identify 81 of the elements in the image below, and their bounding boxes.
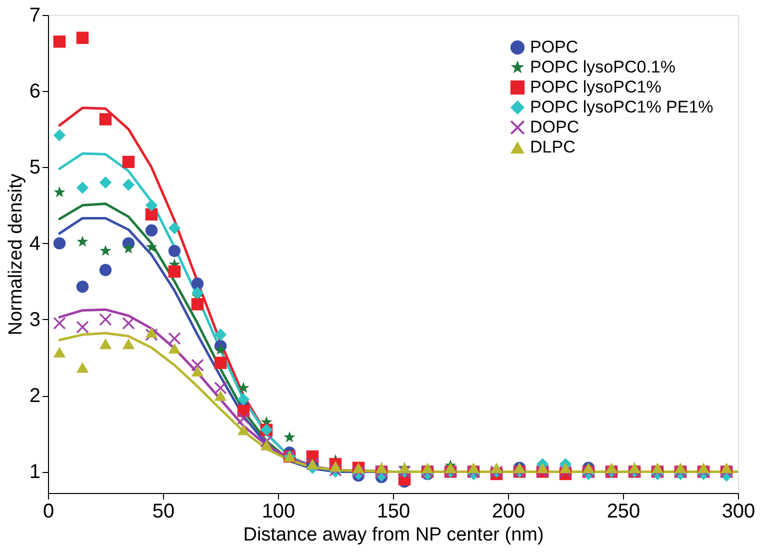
point — [168, 265, 181, 278]
point — [99, 313, 112, 326]
point — [146, 241, 158, 252]
point — [99, 264, 112, 276]
point — [191, 366, 204, 377]
point — [284, 431, 296, 442]
y-tick-label: 6 — [29, 80, 40, 103]
point — [329, 461, 342, 472]
point — [99, 113, 112, 126]
point — [99, 338, 112, 350]
point — [674, 462, 687, 474]
legend-label: DOPC — [530, 118, 580, 136]
x-tick-label: 250 — [606, 500, 640, 522]
point — [76, 236, 88, 247]
point — [54, 186, 66, 198]
point — [168, 244, 181, 258]
point — [260, 440, 273, 450]
legend-label: DLPC — [530, 138, 576, 156]
point — [145, 208, 158, 221]
point — [53, 36, 66, 48]
x-axis-title: Distance away from NP center (nm) — [243, 524, 544, 546]
point — [191, 359, 204, 372]
point — [100, 244, 112, 256]
point — [605, 462, 618, 474]
point — [145, 327, 158, 338]
legend-label: POPC lysoPC1% PE1% — [530, 98, 714, 116]
point — [237, 424, 250, 436]
point — [720, 462, 733, 474]
point — [122, 338, 135, 350]
point — [76, 32, 89, 44]
point — [145, 199, 158, 212]
point — [76, 280, 89, 293]
x-tick-label: 0 — [42, 500, 54, 522]
point — [191, 298, 204, 310]
x-tick-label: 150 — [376, 500, 410, 522]
point — [53, 346, 66, 358]
y-axis-title: Normalized density — [5, 173, 26, 336]
point — [697, 462, 710, 474]
point — [191, 286, 204, 299]
point — [145, 224, 158, 237]
point — [168, 222, 181, 234]
x-tick-label: 50 — [152, 500, 175, 522]
y-tick-label: 4 — [29, 232, 40, 255]
point — [168, 332, 181, 345]
y-tick-label: 2 — [29, 385, 40, 408]
point — [76, 182, 89, 194]
point — [122, 178, 135, 191]
point — [490, 462, 503, 474]
legend-label: POPC lysoPC0.1% — [530, 58, 676, 76]
point — [237, 393, 250, 406]
y-tick-label: 7 — [29, 4, 40, 26]
point — [53, 129, 66, 142]
point — [421, 462, 434, 474]
point — [122, 156, 135, 168]
point — [214, 390, 227, 401]
y-tick-label: 3 — [29, 308, 40, 331]
point — [191, 278, 204, 290]
point — [536, 462, 549, 474]
y-tick-label: 5 — [29, 156, 40, 179]
point — [237, 412, 250, 425]
point — [444, 462, 457, 474]
point — [76, 362, 89, 373]
legend-label: POPC — [530, 38, 578, 56]
point — [238, 382, 250, 393]
point — [467, 462, 480, 474]
x-tick-label: 300 — [722, 500, 756, 522]
point — [76, 320, 89, 334]
y-tick-label: 1 — [29, 461, 40, 484]
point — [651, 462, 664, 474]
point — [214, 328, 227, 341]
x-tick-label: 200 — [492, 500, 526, 522]
x-tick-label: 100 — [262, 500, 296, 522]
point — [214, 344, 226, 355]
legend-label: POPC lysoPC1% — [530, 78, 662, 96]
point — [99, 176, 112, 189]
point — [559, 462, 572, 474]
point — [53, 237, 66, 250]
point — [168, 343, 181, 354]
point — [122, 242, 134, 254]
point — [214, 382, 227, 394]
point — [214, 356, 227, 369]
